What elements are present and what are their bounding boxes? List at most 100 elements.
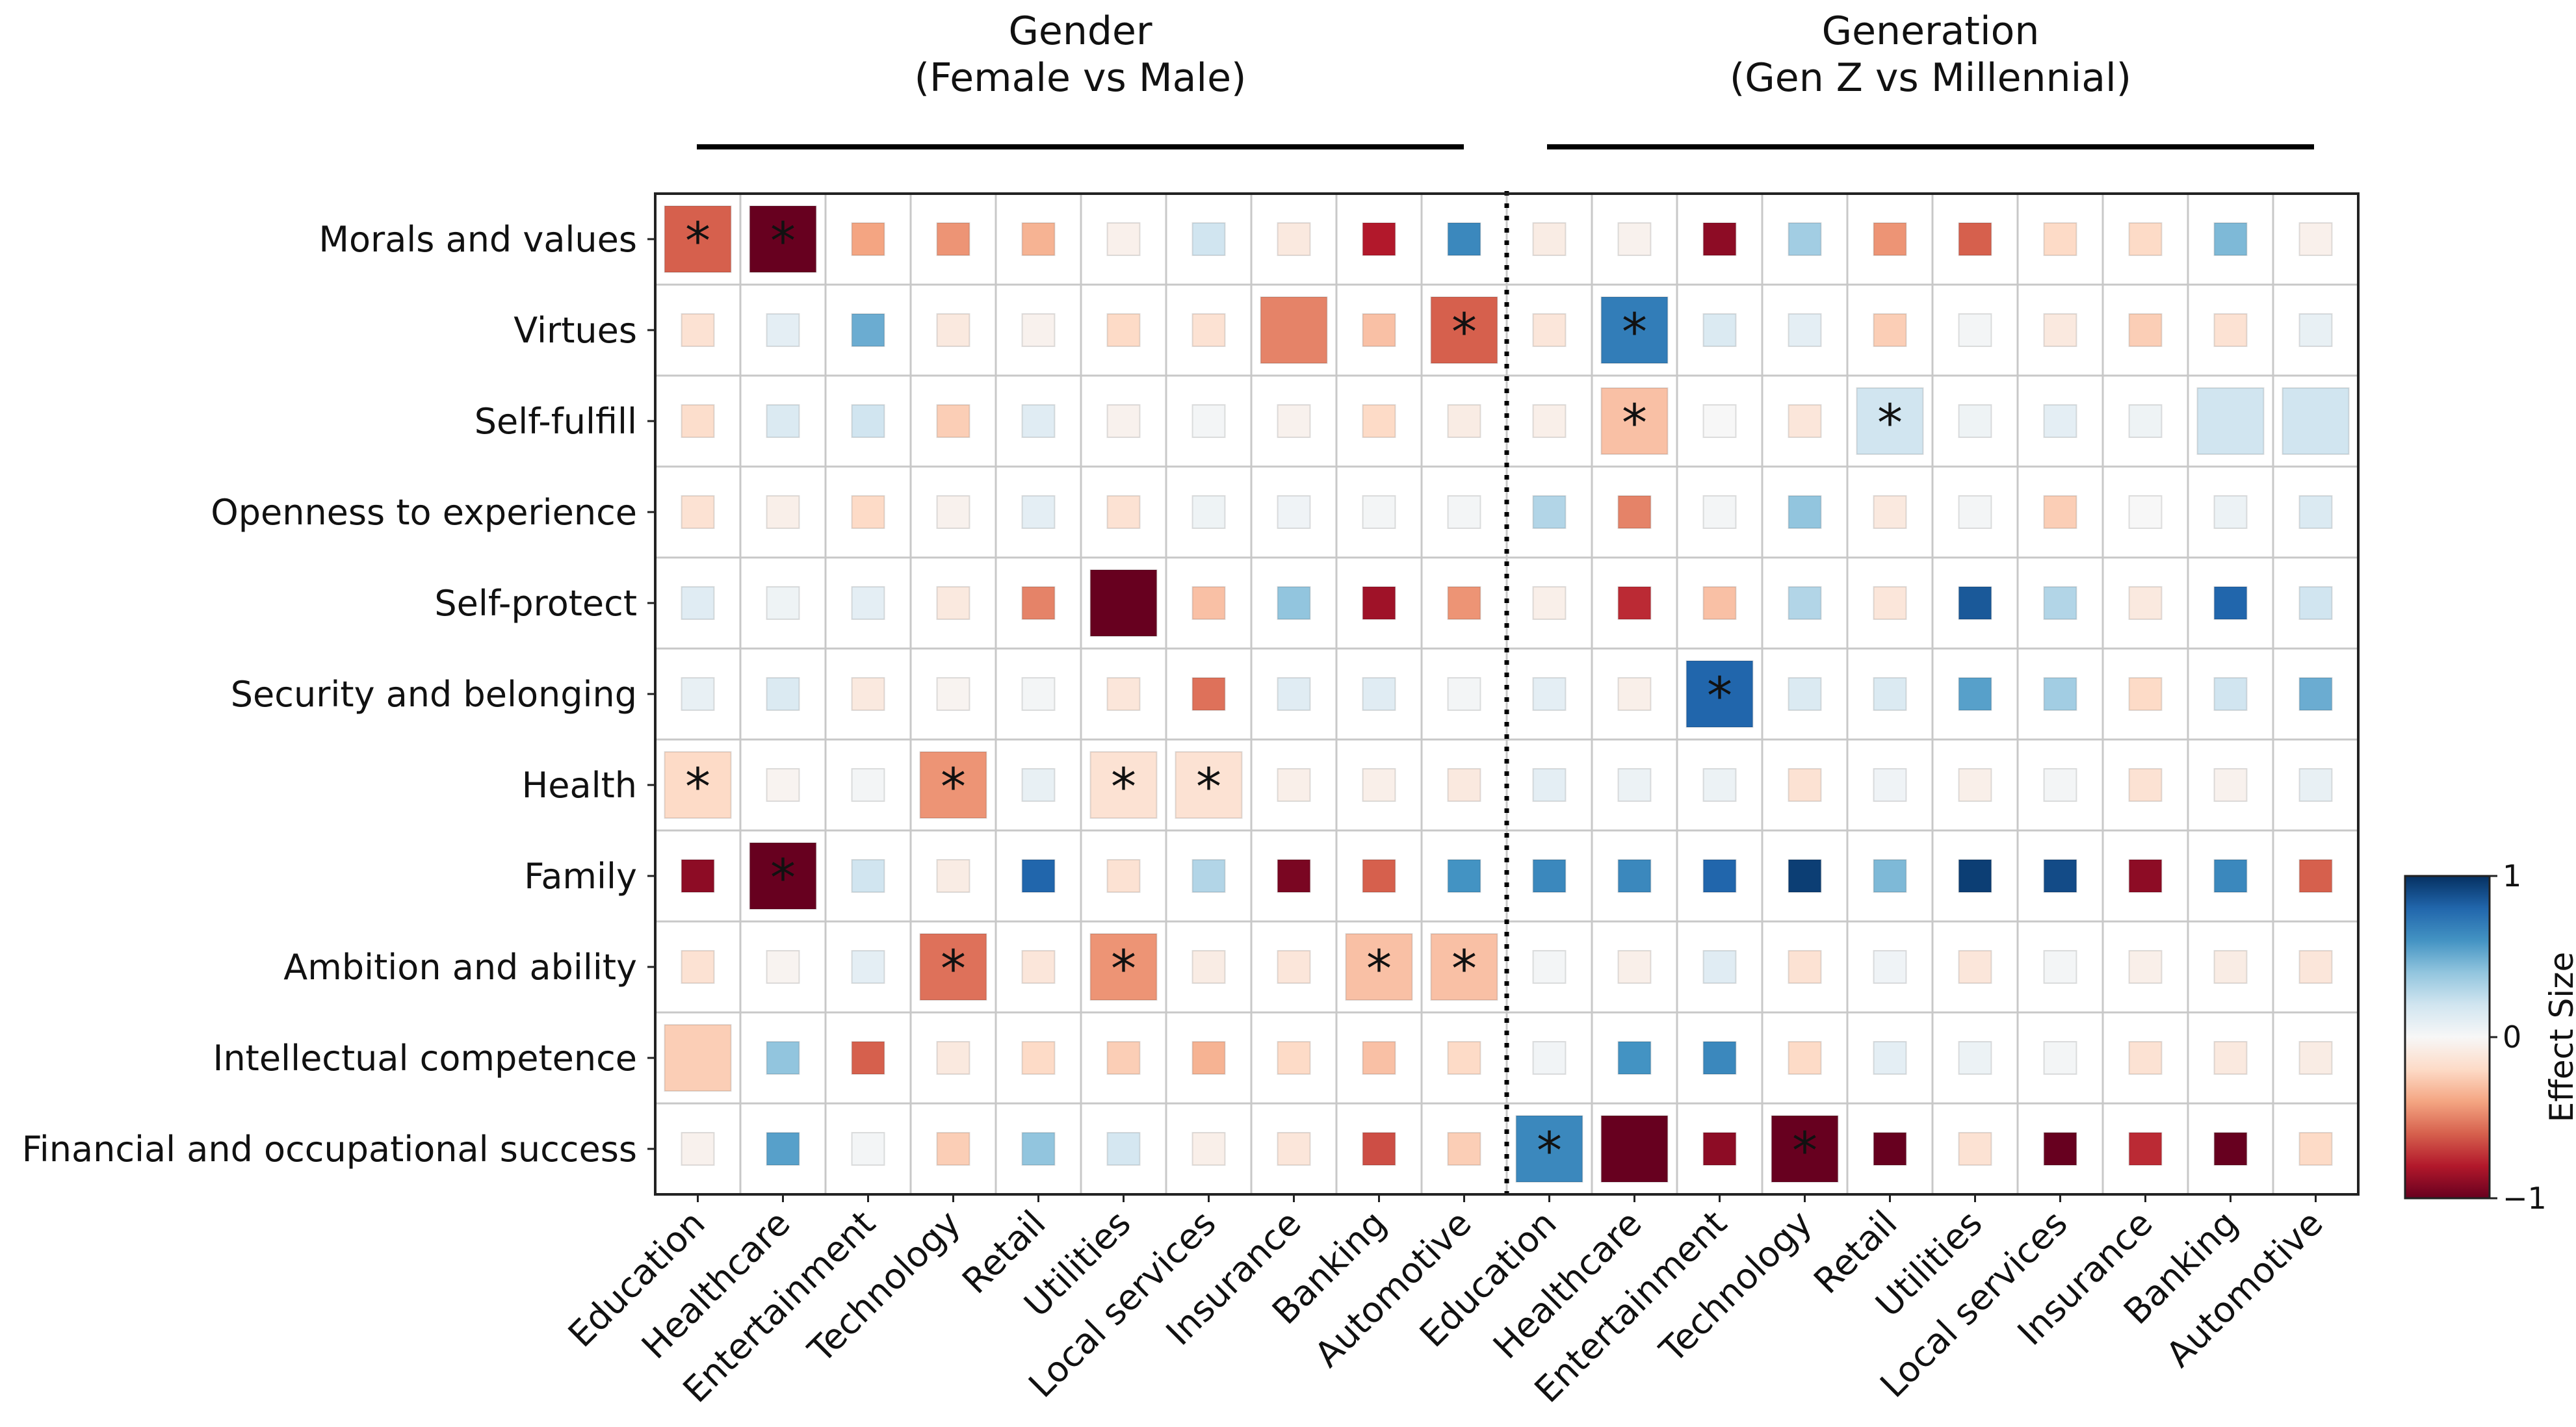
heatmap-cell [1771, 1115, 1839, 1183]
heatmap-cell [1532, 677, 1567, 711]
heatmap-cell [1702, 404, 1737, 438]
heatmap-cell [2043, 1041, 2077, 1075]
heatmap-cell [936, 1041, 970, 1075]
heatmap-cell [1277, 768, 1311, 802]
significance-star: * [1111, 940, 1136, 999]
heatmap-cell [1277, 950, 1311, 984]
heatmap-cell [2213, 768, 2248, 802]
heatmap-cell [1617, 222, 1652, 256]
heatmap-cell [2128, 859, 2163, 893]
colorbar-tick-label: −1 [2503, 1181, 2547, 1216]
heatmap-cell [2128, 222, 2163, 256]
heatmap-cell [2128, 1041, 2163, 1075]
heatmap-cell [1532, 586, 1567, 620]
heatmap-cell [919, 751, 987, 819]
heatmap-cell [1191, 1041, 1226, 1075]
heatmap-cell [2298, 1041, 2333, 1075]
heatmap-cell [1106, 313, 1141, 347]
heatmap-cell [1345, 933, 1413, 1001]
heatmap-cell [2043, 859, 2077, 893]
heatmap-cell [1617, 586, 1652, 620]
group-title-gender: Gender (Female vs Male) [697, 8, 1464, 149]
heatmap-cell [1617, 950, 1652, 984]
column-labels: EducationHealthcareEntertainmentTechnolo… [560, 1194, 2331, 1411]
heatmap-cell [1021, 859, 1056, 893]
heatmap-cell [1685, 660, 1754, 728]
heatmap-cell [1856, 387, 1924, 455]
heatmap-cell [2298, 222, 2333, 256]
heatmap-cell [851, 495, 885, 529]
heatmap-cell [1788, 313, 1822, 347]
heatmap-cell [1873, 222, 1907, 256]
heatmap-cell [1515, 1115, 1583, 1183]
significance-star: * [685, 758, 710, 817]
heatmap-cell [1430, 933, 1498, 1001]
heatmap-cell [851, 1132, 885, 1166]
significance-star: * [1877, 394, 1903, 453]
heatmap-cell [936, 404, 970, 438]
heatmap-cell [2043, 404, 2077, 438]
heatmap-cell [936, 859, 970, 893]
heatmap-cell [681, 859, 715, 893]
heatmap-cell [1958, 404, 1992, 438]
significance-markers: * * * * * * * * * * * * * * * * * * [685, 212, 1903, 1181]
heatmap-cell [851, 313, 885, 347]
heatmap-cell [1277, 859, 1311, 893]
heatmap-cell [1958, 768, 1992, 802]
heatmap-cell [681, 677, 715, 711]
heatmap-cell [1788, 586, 1822, 620]
heatmap-cell [851, 1041, 885, 1075]
significance-star: * [941, 940, 966, 999]
heatmap-cell [1447, 677, 1481, 711]
heatmap-cell [1702, 222, 1737, 256]
significance-star: * [1792, 1122, 1817, 1181]
heatmap-grid [655, 194, 2358, 1194]
heatmap-cell [1191, 1132, 1226, 1166]
heatmap-cell [1191, 404, 1226, 438]
heatmap-cell [1191, 859, 1226, 893]
row-label: Morals and values [319, 219, 637, 260]
heatmap-cell [1873, 495, 1907, 529]
significance-star: * [1622, 394, 1647, 453]
heatmap-cell [2043, 950, 2077, 984]
heatmap-cell [1362, 768, 1396, 802]
heatmap-cell [1532, 404, 1567, 438]
heatmap-cell [1873, 1041, 1907, 1075]
heatmap-cell [1021, 1132, 1056, 1166]
heatmap-cell [1447, 768, 1481, 802]
heatmap-cell [1617, 495, 1652, 529]
heatmap-cell [2213, 859, 2248, 893]
heatmap-cell [1702, 950, 1737, 984]
heatmap-cell [1958, 313, 1992, 347]
heatmap-cell [1702, 768, 1737, 802]
heatmap-cell [2128, 586, 2163, 620]
heatmap-cell [1702, 1132, 1737, 1166]
significance-star: * [941, 758, 966, 817]
heatmap-cell [1277, 1041, 1311, 1075]
heatmap-cell [936, 222, 970, 256]
heatmap-cell [681, 586, 715, 620]
heatmap-cell [1447, 404, 1481, 438]
heatmap-cell [766, 495, 800, 529]
heatmap-cell [1447, 859, 1481, 893]
colorbar-tick-label: 0 [2503, 1020, 2521, 1055]
heatmap-cell [1702, 1041, 1737, 1075]
heatmap-cell [2298, 768, 2333, 802]
heatmap-cell [1788, 1041, 1822, 1075]
heatmap-cell [766, 586, 800, 620]
heatmap-cell [1447, 586, 1481, 620]
heatmap-cell [1447, 222, 1481, 256]
heatmap-cell [1532, 1041, 1567, 1075]
row-label: Financial and occupational success [22, 1129, 637, 1170]
heatmap-cell [1702, 859, 1737, 893]
heatmap-cell [2298, 495, 2333, 529]
heatmap-cell [936, 313, 970, 347]
heatmap-cell [1788, 768, 1822, 802]
heatmap-cell [1106, 859, 1141, 893]
heatmap-cell [1600, 296, 1669, 364]
significance-star: * [1451, 940, 1477, 999]
heatmap-cell [766, 404, 800, 438]
row-label: Self-fulfill [475, 401, 637, 442]
significance-star: * [1451, 303, 1477, 362]
